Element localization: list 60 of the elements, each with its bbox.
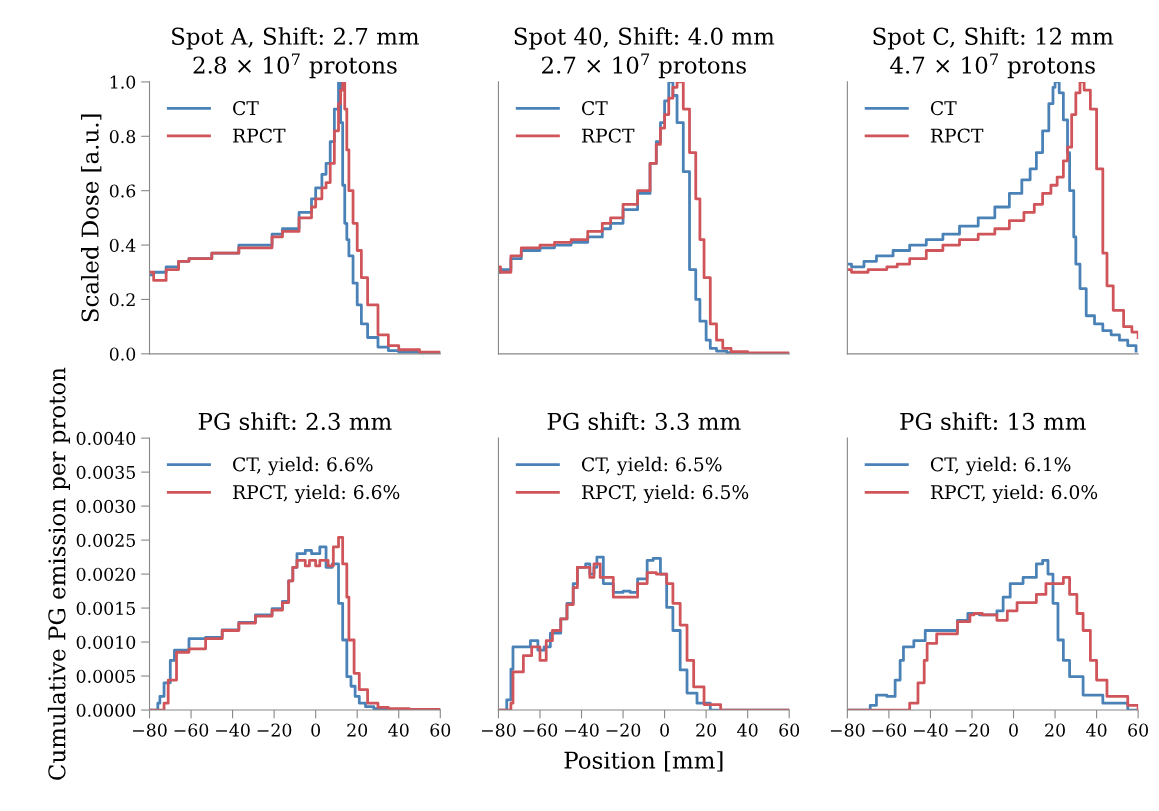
chart-title: Spot A, Shift: 2.7 mm 2.8 × 10$^{7}$ protons (172, 27, 419, 79)
x-tick-label: 60 (779, 723, 800, 737)
x-tick-label: 60 (430, 723, 451, 737)
chart-title: Spot 40, Shift: 4.0 mm 2.7 × 10$^{7}$ protons (514, 27, 775, 79)
x-tick-label: 0 (1009, 723, 1018, 737)
x-tick-label: 60 (1128, 723, 1149, 737)
x-tick-label: −40 (216, 723, 250, 737)
legend-label: RPCT (930, 128, 984, 143)
x-tick-label: −80 (133, 723, 167, 737)
x-tick-label: −80 (481, 723, 516, 737)
x-tick-label: 0 (311, 723, 321, 737)
y-tick-label: 0.0005 (76, 669, 135, 683)
legend-label: CT, yield: 6.6% (233, 456, 373, 476)
chart-title: PG shift: 13 mm (900, 412, 1086, 431)
y-tick-label: 0.0010 (76, 635, 136, 649)
x-tick-label: −60 (523, 723, 558, 737)
x-tick-label: 40 (1086, 723, 1107, 737)
y-axis-title: Scaled Dose [a.u.] (80, 114, 102, 322)
x-tick-label: 0 (660, 723, 669, 737)
y-tick-label: 1.0 (110, 75, 136, 89)
x-tick-label: −40 (565, 723, 599, 737)
legend-label: RPCT, yield: 6.5% (581, 484, 749, 504)
legend-label: RPCT (581, 128, 635, 143)
y-tick-label: 0.0 (109, 347, 136, 361)
x-tick-label: 20 (696, 723, 717, 737)
legend-label: RPCT (233, 128, 286, 143)
chart-title: PG shift: 3.3 mm (547, 412, 741, 431)
x-axis-title: Position [mm] (564, 751, 723, 772)
legend-label: CT, yield: 6.5% (581, 456, 722, 476)
y-tick-label: 0.0020 (76, 567, 136, 581)
y-tick-label: 0.6 (109, 184, 136, 198)
legend-label: CT (930, 100, 957, 116)
y-tick-label: 0.8 (109, 130, 136, 144)
legend-label: CT (233, 100, 259, 116)
y-tick-label: 0.0035 (76, 465, 135, 479)
x-tick-label: −20 (955, 723, 990, 737)
x-tick-label: −80 (830, 723, 865, 737)
chart-title: PG shift: 2.3 mm (198, 412, 392, 431)
legend-label: RPCT, yield: 6.0% (930, 484, 1098, 504)
y-tick-label: 0.0015 (76, 601, 135, 615)
y-tick-label: 0.0025 (76, 533, 135, 547)
legend-label: CT (581, 100, 608, 116)
x-tick-label: −20 (606, 723, 641, 737)
x-tick-label: −60 (174, 723, 209, 737)
x-tick-label: 40 (388, 723, 409, 737)
x-tick-label: −20 (257, 723, 292, 737)
y-axis-title: Cumulative PG emission per proton (47, 367, 71, 780)
y-tick-label: 0.0000 (76, 703, 136, 717)
chart-title: Spot C, Shift: 12 mm 4.7 × 10$^{7}$ protons (873, 27, 1114, 79)
legend-label: RPCT, yield: 6.6% (233, 484, 400, 504)
x-tick-label: 20 (347, 723, 368, 737)
y-tick-label: 0.0030 (76, 499, 136, 513)
y-tick-label: 0.2 (109, 293, 135, 307)
y-tick-label: 0.0040 (76, 431, 136, 445)
x-tick-label: −60 (872, 723, 907, 737)
legend-label: CT, yield: 6.1% (930, 456, 1071, 476)
x-tick-label: −40 (913, 723, 948, 737)
x-tick-label: 20 (1045, 723, 1065, 737)
x-tick-label: 40 (737, 723, 758, 737)
y-tick-label: 0.4 (109, 238, 136, 252)
